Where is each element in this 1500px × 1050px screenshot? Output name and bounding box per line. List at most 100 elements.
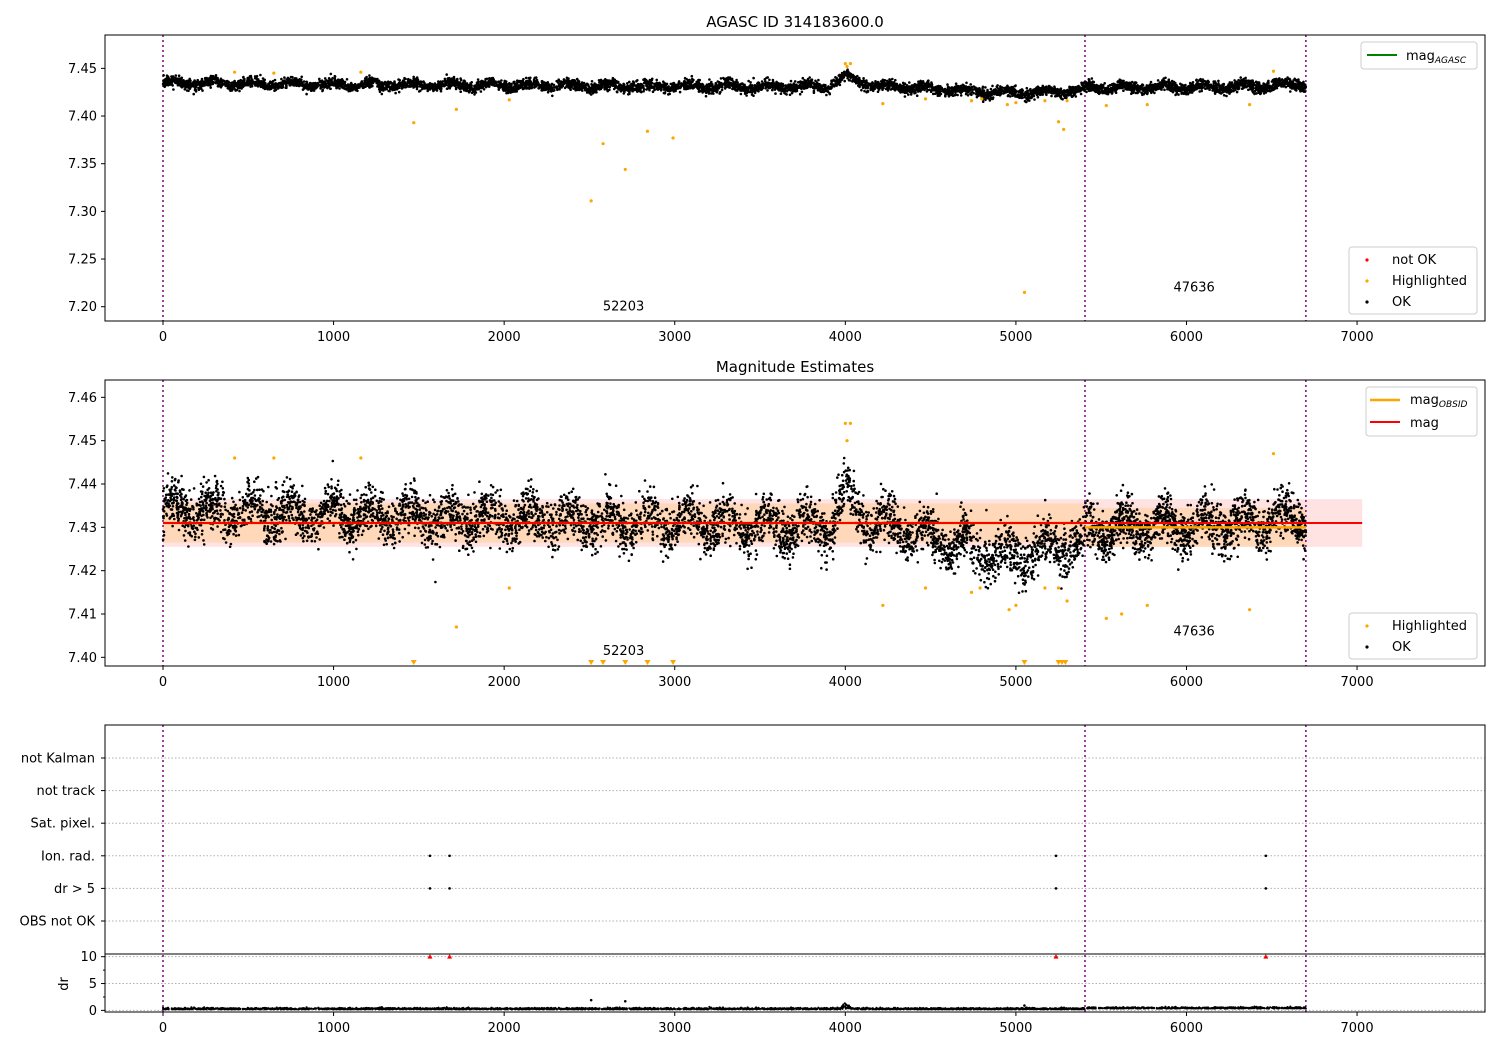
panel-2-axes-frame [104,379,1486,667]
x-tick-label: 1000 [317,675,350,690]
legend-label-highlighted: Highlighted [1392,619,1467,634]
highlighted-point [1247,608,1252,612]
y-tick-label: 7.30 [68,205,97,220]
panel-2-x-ticks: 0 1000 2000 3000 4000 5000 6000 7000 [159,666,1374,690]
y-tick-label: 7.41 [68,608,97,623]
flag-label: not Kalman [21,752,95,767]
flag-point [448,854,451,858]
highlighted-point [623,167,627,172]
panel-3-dr-y-ticks: 0 5 10 [80,950,105,1019]
legend-swatch-not-ok [1365,258,1369,262]
x-tick-label: 2000 [488,330,521,345]
highlighted-point [1007,608,1011,612]
highlighted-point [923,586,928,590]
y-tick-label: 7.25 [68,253,97,268]
highlighted-point [1065,99,1069,103]
highlighted-point [845,64,849,69]
x-tick-label: 3000 [658,1021,691,1036]
x-tick-label: 0 [159,675,167,690]
highlighted-point [881,102,885,106]
panel-3-x-ticks: 0 1000 2000 3000 4000 5000 6000 7000 [159,1012,1374,1036]
highlighted-below-range-marker [588,660,595,665]
highlighted-point [1043,586,1047,590]
panel-1-title: AGASC ID 314183600.0 [706,13,884,31]
flag-label: Sat. pixel. [31,817,95,832]
panel-1-legend-status: not OK Highlighted OK [1348,246,1478,315]
highlighted-point [1120,612,1124,616]
highlighted-point [843,62,847,66]
flag-label: Ion. rad. [41,849,95,864]
panel-2-legend-mag: magOBSID mag [1365,386,1478,437]
panel-1-axes-frame [104,34,1486,322]
panel-1-legend-mag-agasc: magAGASC [1360,41,1478,70]
panel-3-flag-gridlines [105,757,1485,1011]
legend-label-mag-obsid: magOBSID [1410,393,1468,410]
dr-outlier-point [623,999,627,1003]
x-tick-label: 7000 [1341,1021,1374,1036]
x-tick-label: 0 [159,330,167,345]
y-tick-label: 7.46 [68,391,97,406]
highlighted-point [233,456,237,460]
highlighted-below-range-marker [644,660,651,665]
flag-label: not track [36,784,95,799]
panel-magnitude-estimates: Magnitude Estimates 52203 47636 0 1000 2000… [68,358,1486,690]
highlighted-point [1145,102,1149,107]
panel-1-y-ticks: 7.20 7.25 7.30 7.35 7.40 7.45 [68,62,105,315]
y-tick-label: 5 [89,977,97,992]
y-tick-label: 10 [80,950,97,965]
dr-clipped-marker [447,954,453,959]
panel-2-title: Magnitude Estimates [716,358,874,376]
obsid-label: 52203 [603,644,644,659]
highlighted-point [233,70,237,74]
legend-label-highlighted: Highlighted [1392,274,1467,289]
legend-label-ok: OK [1392,295,1411,310]
x-tick-label: 5000 [999,1021,1032,1036]
highlighted-point [1056,586,1061,590]
highlighted-point [1005,102,1009,107]
highlighted-point [1043,99,1047,103]
highlighted-point [848,421,853,425]
panel-agasc: AGASC ID 314183600.0 52203 47636 0 1000 200… [68,13,1486,345]
legend-label-mag: mag [1410,416,1439,431]
flag-point [1054,854,1058,858]
dr-clipped-marker [1053,954,1059,959]
x-tick-label: 7000 [1341,330,1374,345]
panel-3-axes-frame [104,724,1486,1013]
panel-2-data: 52203 47636 [161,380,1363,666]
obsid-label: 47636 [1173,280,1214,295]
flag-point [1264,887,1268,890]
highlighted-point [1271,69,1276,73]
highlighted-point [1065,599,1069,603]
x-tick-label: 6000 [1170,330,1203,345]
dr-outlier-point [1023,1004,1026,1007]
highlighted-point [507,98,511,102]
highlighted-point [881,603,885,607]
x-tick-label: 4000 [829,675,862,690]
legend-label-ok: OK [1392,640,1411,655]
x-tick-label: 7000 [1341,675,1374,690]
x-tick-label: 1000 [317,1021,350,1036]
y-tick-label: 0 [89,1004,97,1019]
flag-point [1264,854,1268,858]
highlighted-point [845,439,849,443]
dr-clipped-marker [427,954,433,959]
highlighted-point [601,142,605,146]
highlighted-below-range-marker [1021,660,1028,665]
highlighted-below-range-marker [410,660,417,665]
highlighted-below-range-marker [622,660,629,665]
y-tick-label: 7.35 [68,157,97,172]
highlighted-below-range-marker [670,660,677,665]
x-tick-label: 2000 [488,675,521,690]
highlighted-point [507,586,511,590]
x-tick-label: 4000 [829,330,862,345]
flag-point [448,887,451,890]
panel-2-y-ticks: 7.40 7.41 7.42 7.43 7.44 7.45 7.46 [68,391,105,666]
highlighted-point [923,97,928,101]
highlighted-point [589,199,593,203]
highlighted-point [1104,103,1108,108]
y-tick-label: 7.43 [68,521,97,536]
ok-points [161,456,1308,595]
highlighted-point [1014,603,1018,607]
highlighted-point [645,129,650,133]
